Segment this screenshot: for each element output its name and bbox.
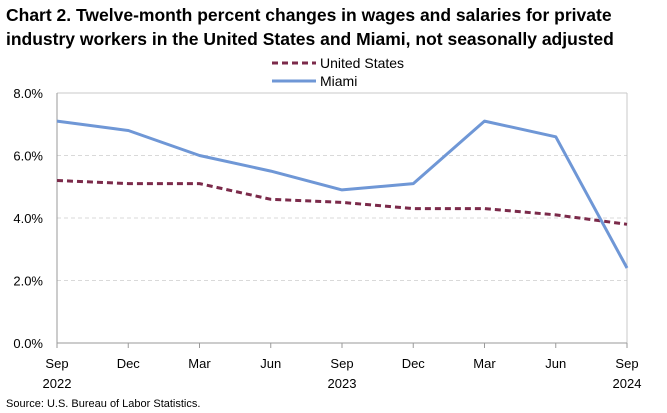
series-line-miami [56,119,629,269]
legend: United States Miami [272,55,404,89]
x-axis-tick-labels: Sep 2022 Dec Mar Jun Sep 2023 Dec Mar Jun Sep 2024 [43,356,642,391]
y-tick-label: 6.0% [13,149,43,164]
x-tick-year-label: 2024 [613,376,642,391]
x-tick-label: Sep [330,356,353,371]
legend-label: United States [320,55,404,71]
gridlines [57,155,627,281]
x-tick-label: Mar [473,356,496,371]
chart-title-line-1: Chart 2. Twelve-month percent changes in… [6,5,612,25]
y-tick-label: 0.0% [13,336,43,351]
y-tick-label: 8.0% [13,86,43,101]
x-tick-label: Dec [402,356,426,371]
x-tick-label: Jun [545,356,566,371]
chart-title-line-2: industry workers in the United States an… [6,29,614,49]
x-tick-year-label: 2022 [43,376,72,391]
x-tick-label: Dec [117,356,141,371]
x-tick-year-label: 2023 [328,376,357,391]
x-tick-label: Sep [45,356,68,371]
x-tick-label: Mar [188,356,211,371]
series-lines [56,119,629,269]
x-tick-label: Sep [615,356,638,371]
axes [56,92,628,348]
legend-label: Miami [320,73,357,89]
chart-title: Chart 2. Twelve-month percent changes in… [6,3,661,51]
y-axis-tick-labels: 0.0% 2.0% 4.0% 6.0% 8.0% [13,86,43,351]
x-tick-label: Jun [260,356,281,371]
source-note: Source: U.S. Bureau of Labor Statistics. [6,398,201,410]
y-tick-label: 2.0% [13,274,43,289]
y-tick-label: 4.0% [13,211,43,226]
series-line-united-states [56,179,628,226]
